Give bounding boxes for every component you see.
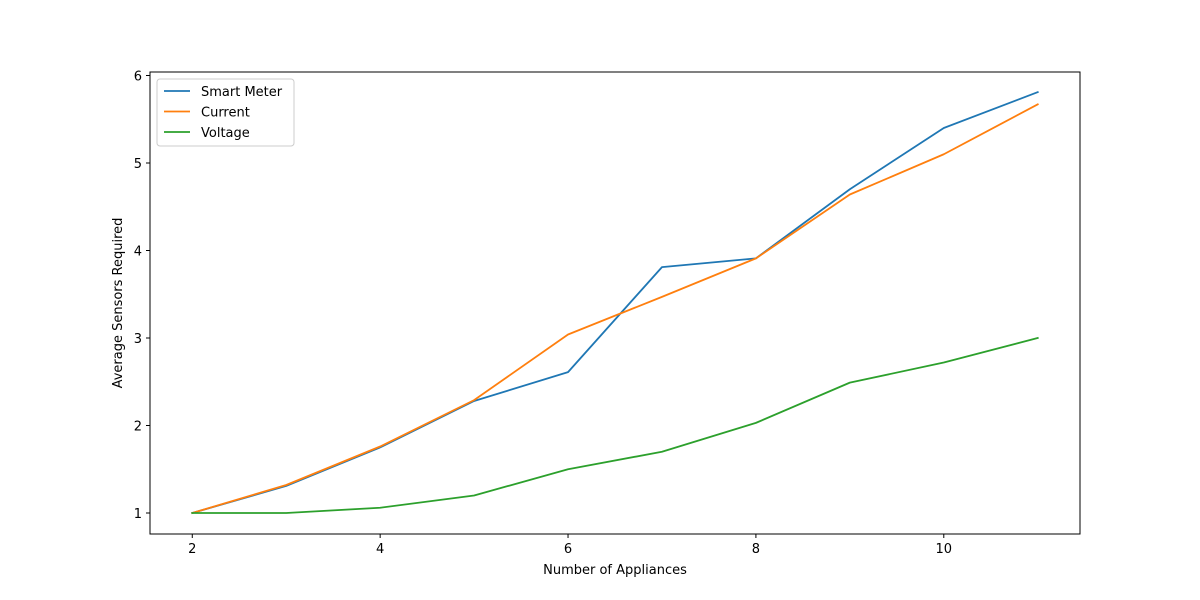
y-tick-label: 2	[134, 420, 142, 435]
x-tick-label: 6	[564, 542, 572, 557]
series-line-current	[191, 103, 1039, 515]
series-layer	[191, 90, 1039, 515]
y-tick-label: 6	[134, 70, 142, 85]
plot-area	[150, 72, 1080, 534]
y-tick-label: 4	[134, 245, 142, 260]
y-tick-label: 3	[134, 332, 142, 347]
legend-label: Smart Meter	[201, 85, 283, 100]
x-axis: 2 4 6 8 10	[188, 534, 952, 557]
legend: Smart Meter Current Voltage	[156, 78, 295, 147]
x-axis-label: Number of Appliances	[543, 563, 687, 578]
x-tick-label: 4	[376, 542, 384, 557]
y-tick-label: 5	[134, 157, 142, 172]
series-line-voltage	[191, 336, 1039, 514]
legend-label: Voltage	[201, 126, 250, 141]
x-tick-label: 10	[936, 542, 953, 557]
legend-label: Current	[201, 106, 250, 121]
x-tick-label: 2	[188, 542, 196, 557]
y-axis: 1 2 3 4 5 6	[134, 70, 150, 522]
legend-box	[156, 78, 295, 147]
x-tick-label: 8	[752, 542, 760, 557]
y-axis-label: Average Sensors Required	[111, 218, 126, 389]
y-tick-label: 1	[134, 507, 142, 522]
plot-frame	[149, 71, 1081, 535]
